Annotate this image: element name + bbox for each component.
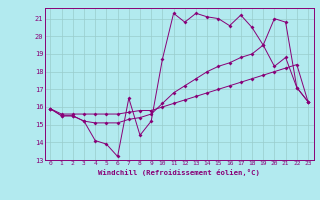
X-axis label: Windchill (Refroidissement éolien,°C): Windchill (Refroidissement éolien,°C) [98,169,260,176]
